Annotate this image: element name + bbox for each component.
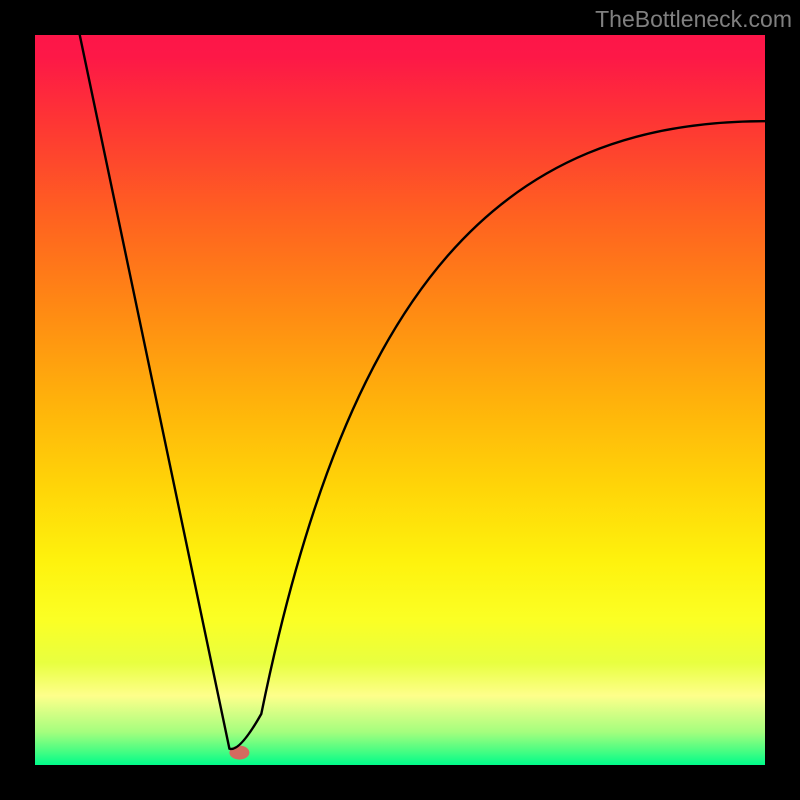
minimum-marker [229,746,249,760]
watermark-text: TheBottleneck.com [595,6,792,33]
gradient-background [35,35,765,765]
bottleneck-chart [0,0,800,800]
chart-wrapper: TheBottleneck.com [0,0,800,800]
